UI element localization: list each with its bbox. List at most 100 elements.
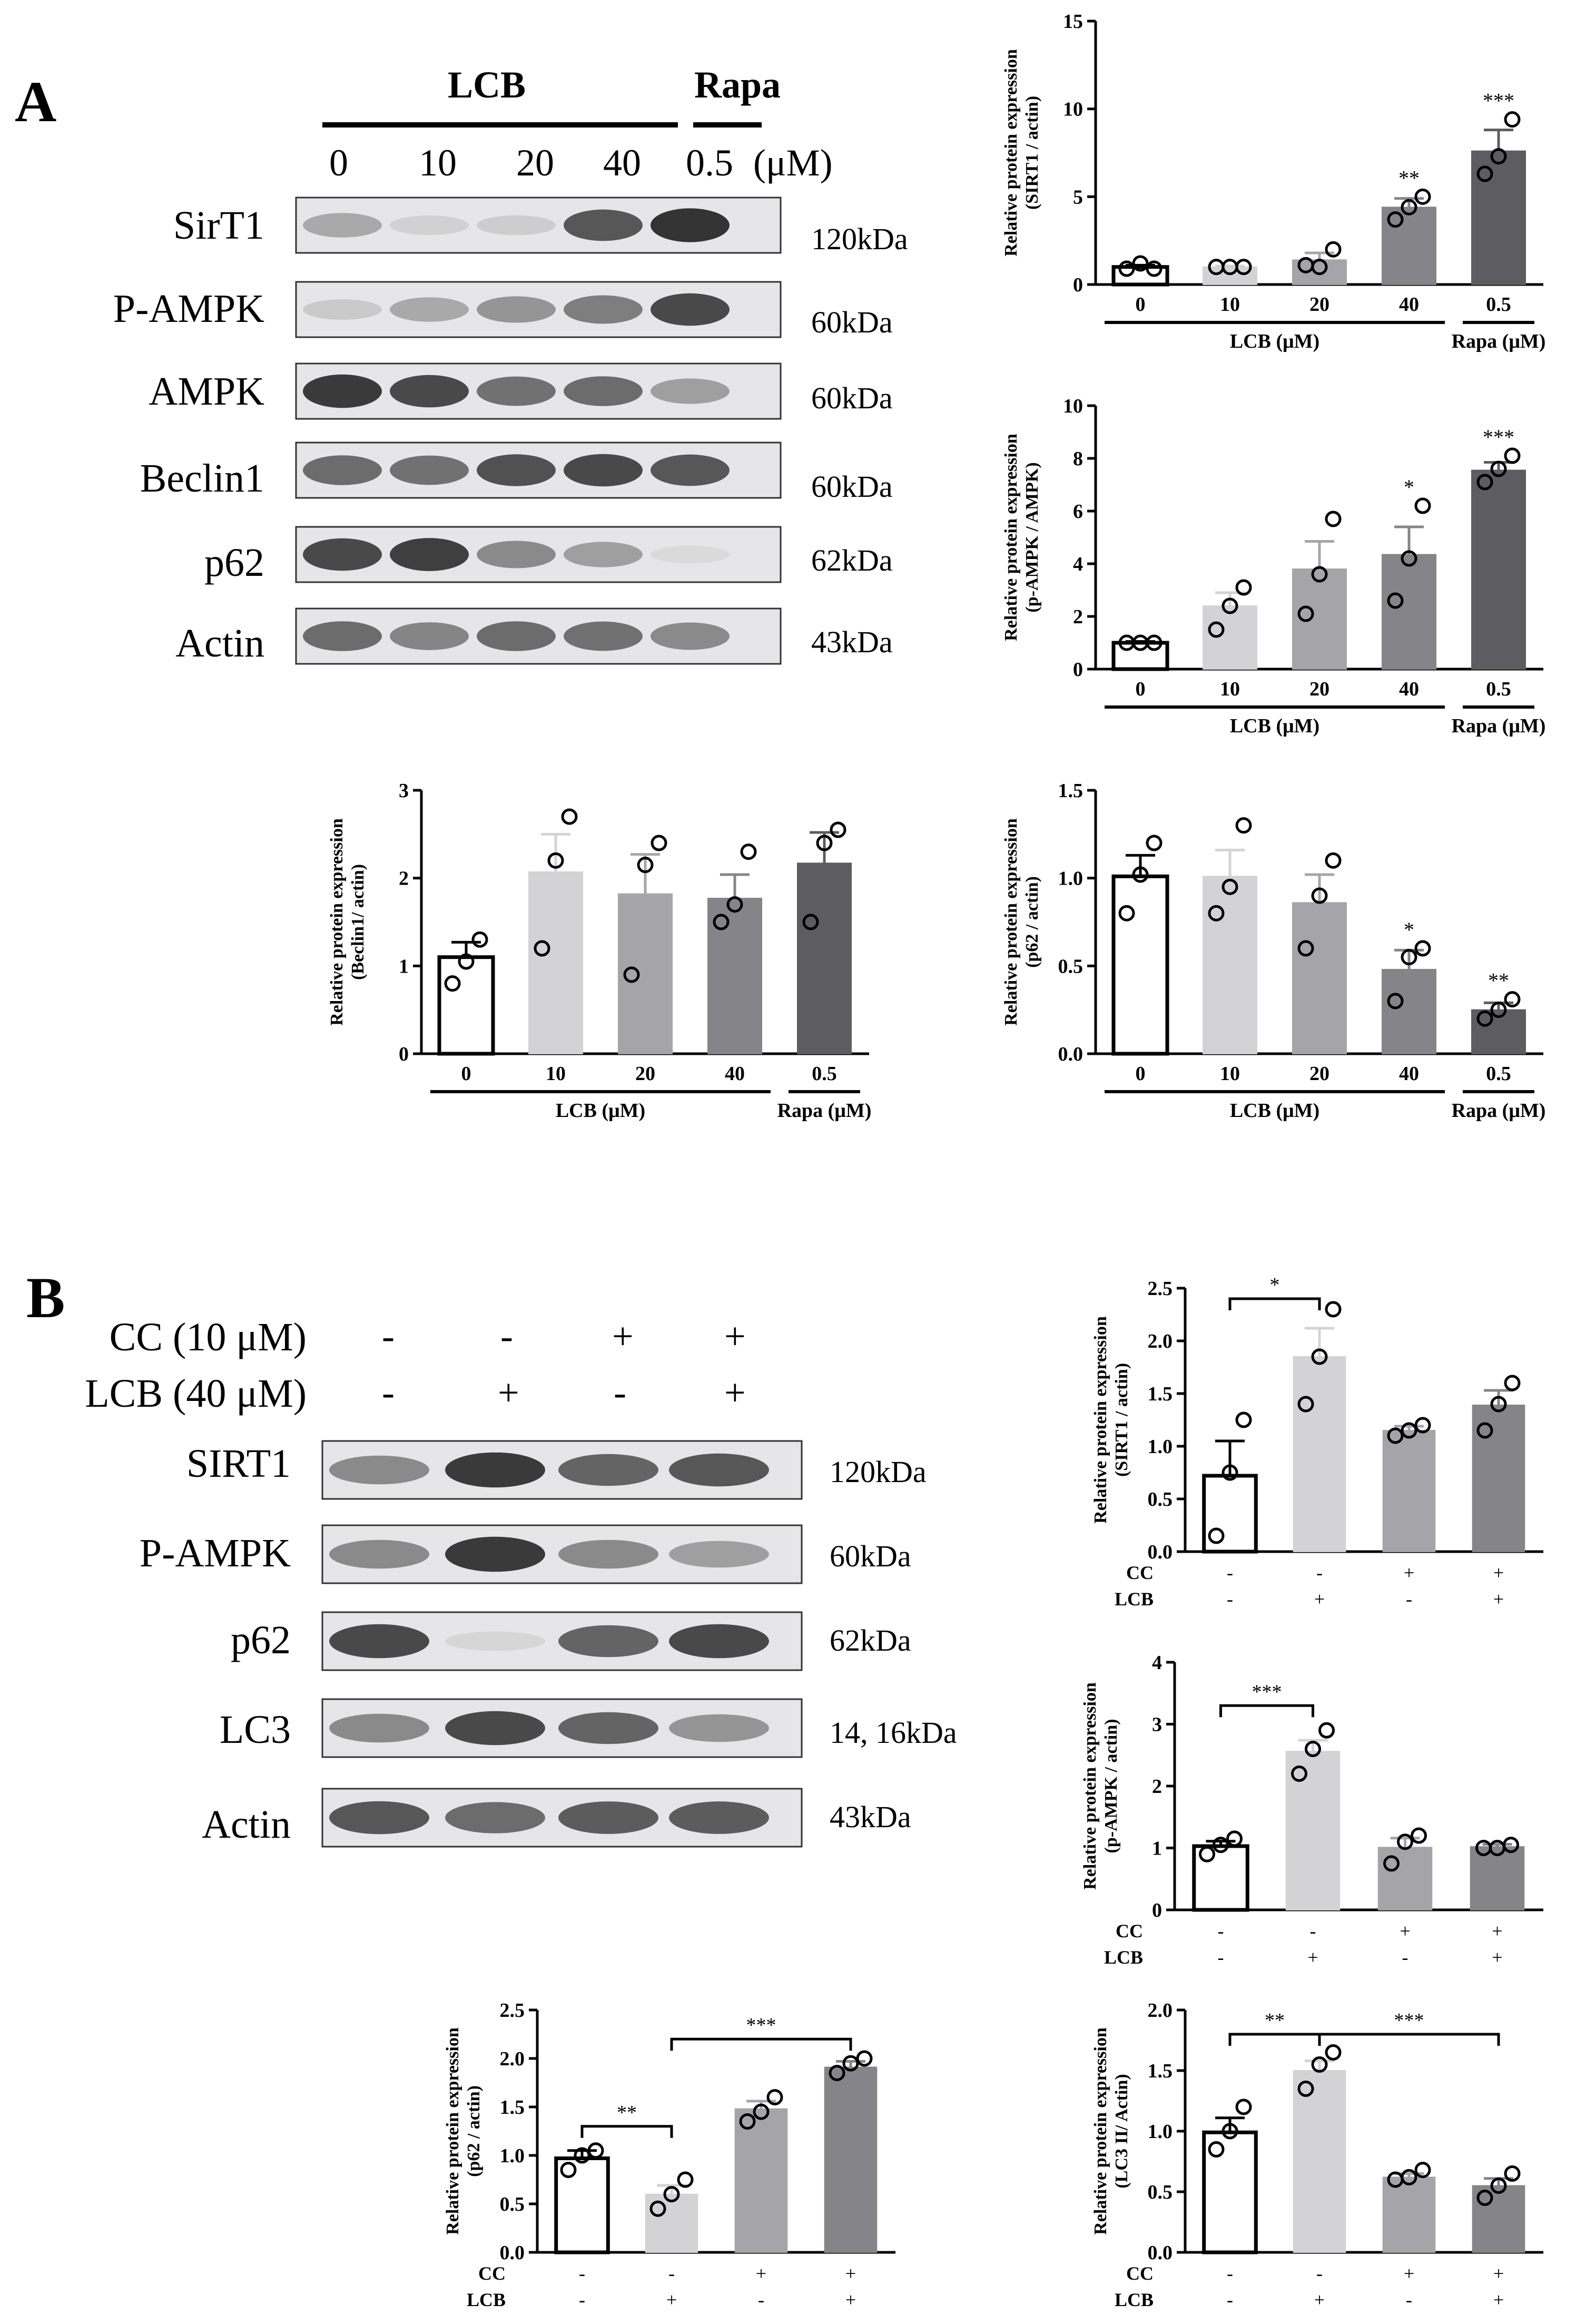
data-point (1226, 1830, 1243, 1847)
y-tick-label: 2 (1073, 606, 1083, 628)
data-point (1311, 566, 1328, 583)
x-tick-label: 0.5 (1486, 1063, 1511, 1085)
data-point (1311, 2056, 1328, 2073)
y-axis-label: (p-AMPK / actin) (1101, 1719, 1121, 1854)
group-label: LCB (μM) (1230, 715, 1319, 737)
protein-band (329, 1539, 429, 1569)
data-point (1208, 2141, 1225, 2158)
protein-band (669, 1801, 769, 1834)
cc-row-label: CC (1126, 2263, 1154, 2284)
cc-sign: - (1227, 1562, 1233, 1583)
data-point (726, 896, 743, 913)
protein-band (303, 374, 382, 408)
bar (1202, 1474, 1258, 1554)
data-point (471, 931, 488, 948)
data-point (1476, 2190, 1493, 2206)
protein-band (445, 1452, 545, 1488)
data-point (1213, 1837, 1229, 1854)
protein-band (651, 378, 730, 404)
y-tick-label: 1.0 (1148, 1436, 1173, 1458)
protein-band (303, 299, 382, 320)
protein-band (669, 1453, 769, 1487)
rapa-group-header: Rapa (694, 64, 781, 106)
data-point (1199, 1846, 1215, 1862)
data-point (561, 808, 578, 825)
protein-band (564, 454, 643, 487)
protein-band (445, 1711, 545, 1746)
protein-label: P-AMPK (113, 287, 264, 331)
bar (1382, 554, 1436, 670)
data-point (856, 2050, 873, 2067)
condition-label-lcb: LCB (40 μM) (85, 1371, 307, 1416)
group-label: LCB (μM) (1230, 330, 1319, 352)
data-point (1387, 211, 1404, 228)
y-tick-label: 0.5 (1148, 1488, 1173, 1511)
y-axis-label: (LC3 II/ Actin) (1112, 2074, 1131, 2188)
data-point (1325, 2044, 1342, 2061)
panel-a-western-blot (295, 197, 782, 665)
protein-band (390, 538, 469, 571)
data-point (1401, 550, 1417, 567)
lcb-sign: + (1492, 1947, 1502, 1968)
x-tick-label: 20 (1309, 678, 1329, 700)
x-tick-label: 10 (1220, 678, 1240, 700)
cc-sign: + (1493, 2263, 1504, 2284)
y-axis-label: Relative protein expression (1001, 434, 1021, 641)
data-point (713, 914, 730, 930)
kda-label: 43kDa (811, 625, 893, 659)
data-point (1476, 165, 1493, 182)
bar (1377, 1847, 1433, 1911)
y-tick-label: 1.5 (1148, 2060, 1173, 2082)
lcb-sign: - (1406, 2289, 1412, 2310)
data-point (1118, 905, 1135, 921)
significance-stars: *** (746, 2014, 776, 2036)
data-point (1208, 905, 1225, 921)
y-axis-label: Relative protein expression (1080, 1682, 1100, 1890)
protein-band (329, 1713, 429, 1743)
protein-band (558, 1801, 658, 1834)
data-point (1297, 1396, 1314, 1413)
protein-band (651, 545, 730, 564)
kda-label: 60kDa (811, 305, 893, 339)
y-tick-label: 3 (1152, 1714, 1162, 1736)
protein-band (651, 454, 730, 486)
lcb-sign: - (1218, 1947, 1224, 1968)
protein-band (390, 375, 469, 408)
protein-band (390, 455, 469, 485)
bar (437, 955, 495, 1056)
data-point (1414, 188, 1431, 205)
protein-band (329, 1455, 429, 1485)
y-tick-label: 1.5 (1058, 780, 1084, 802)
data-point (842, 2055, 859, 2072)
data-point (1397, 1833, 1413, 1850)
y-tick-label: 2.5 (500, 1999, 525, 2022)
protein-band (303, 621, 382, 651)
x-tick-label: 40 (1399, 293, 1419, 316)
y-tick-label: 0.5 (1058, 955, 1084, 977)
data-point (458, 953, 475, 970)
y-tick-label: 0.0 (1148, 2242, 1173, 2264)
data-point (739, 2113, 756, 2130)
lcb-sign: + (1493, 1588, 1504, 1610)
data-point (651, 835, 667, 851)
data-point (766, 2089, 783, 2106)
y-tick-label: 2.0 (1148, 1999, 1173, 2022)
lcb-sign: + (666, 2289, 677, 2310)
cc-sign: - (1316, 2263, 1323, 2284)
data-point (560, 2162, 577, 2179)
data-point (547, 852, 564, 869)
data-point (1311, 887, 1328, 904)
data-point (1235, 817, 1252, 834)
significance-bracket (670, 2037, 852, 2051)
protein-band (669, 1714, 769, 1742)
bar (1471, 150, 1526, 285)
y-axis-label: (p-AMPK / AMPK) (1022, 462, 1042, 612)
y-tick-label: 0.5 (500, 2193, 525, 2215)
x-tick-label: 40 (1399, 1063, 1419, 1085)
cc-row-label: CC (1116, 1920, 1143, 1941)
chart-b-p62: Relative protein expression (p62 / actin)… (443, 1999, 895, 2310)
significance-bracket (1219, 1704, 1314, 1718)
cc-sign: + (1404, 2263, 1414, 2284)
significance-stars: ** (617, 2102, 637, 2124)
y-tick-label: 2 (1152, 1776, 1162, 1798)
